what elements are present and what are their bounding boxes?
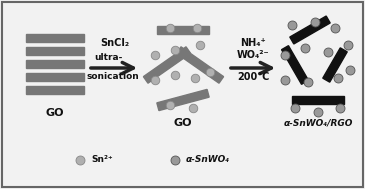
Point bbox=[172, 49, 178, 52]
Point bbox=[167, 104, 173, 107]
Bar bbox=[157, 26, 209, 34]
Point bbox=[172, 74, 178, 77]
Point bbox=[167, 26, 173, 29]
Bar bbox=[290, 16, 330, 44]
Bar bbox=[26, 86, 84, 94]
Point bbox=[325, 50, 331, 53]
Text: GO: GO bbox=[174, 118, 192, 128]
Bar bbox=[176, 47, 224, 83]
Point bbox=[192, 77, 198, 80]
Text: SnCl₂: SnCl₂ bbox=[100, 38, 130, 48]
Text: sonication: sonication bbox=[87, 72, 139, 81]
Text: ultra-: ultra- bbox=[94, 53, 122, 62]
Text: Sn²⁺: Sn²⁺ bbox=[91, 156, 113, 164]
Point bbox=[345, 43, 351, 46]
Text: α-SnWO₄: α-SnWO₄ bbox=[186, 156, 230, 164]
Point bbox=[292, 106, 298, 109]
Point bbox=[152, 78, 158, 81]
Point bbox=[152, 53, 158, 57]
Point bbox=[197, 43, 203, 46]
Point bbox=[172, 159, 178, 162]
Point bbox=[207, 70, 213, 74]
Text: NH₄⁺: NH₄⁺ bbox=[240, 38, 266, 48]
Point bbox=[305, 81, 311, 84]
Point bbox=[315, 111, 321, 114]
Bar bbox=[157, 89, 209, 111]
Bar bbox=[143, 47, 191, 83]
Point bbox=[332, 26, 338, 29]
Point bbox=[347, 68, 353, 71]
Text: 200°C: 200°C bbox=[237, 72, 269, 82]
Bar bbox=[26, 34, 84, 42]
Bar bbox=[323, 48, 347, 82]
Bar bbox=[26, 73, 84, 81]
Point bbox=[190, 106, 196, 109]
Bar bbox=[26, 60, 84, 68]
Bar bbox=[26, 47, 84, 55]
Point bbox=[282, 78, 288, 81]
Bar bbox=[281, 46, 308, 84]
Point bbox=[77, 159, 83, 162]
Point bbox=[194, 26, 200, 29]
Point bbox=[302, 46, 308, 50]
Bar bbox=[292, 96, 344, 104]
Point bbox=[289, 23, 295, 26]
Point bbox=[337, 106, 343, 109]
Text: α-SnWO₄/RGO: α-SnWO₄/RGO bbox=[283, 118, 353, 127]
Text: WO₄²⁻: WO₄²⁻ bbox=[237, 50, 269, 60]
Point bbox=[282, 53, 288, 57]
Point bbox=[335, 77, 341, 80]
Point bbox=[312, 20, 318, 23]
Text: GO: GO bbox=[46, 108, 64, 118]
